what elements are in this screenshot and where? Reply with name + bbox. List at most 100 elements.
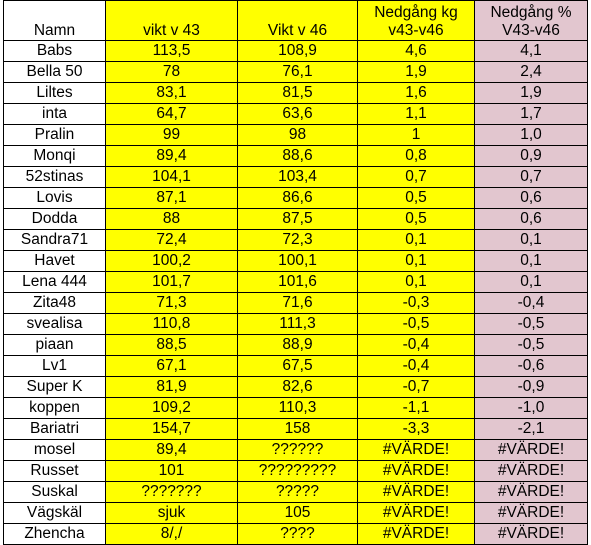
cell-nedgang-kg[interactable]: 0,1 bbox=[357, 250, 475, 272]
cell-nedgang-pct[interactable]: -2,1 bbox=[474, 418, 588, 440]
cell-vikt-v43[interactable]: 64,7 bbox=[105, 103, 238, 125]
cell-vikt-v46[interactable]: 98 bbox=[237, 124, 358, 146]
cell-namn[interactable]: Babs bbox=[3, 40, 106, 62]
cell-vikt-v46[interactable]: 103,4 bbox=[237, 166, 358, 188]
cell-vikt-v43[interactable]: 88,5 bbox=[105, 334, 238, 356]
cell-nedgang-kg[interactable]: 0,5 bbox=[357, 187, 475, 209]
cell-namn[interactable]: Pralin bbox=[3, 124, 106, 146]
cell-nedgang-kg[interactable]: -1,1 bbox=[357, 397, 475, 419]
header-vikt-v46[interactable]: Vikt v 46 bbox=[237, 0, 358, 41]
cell-nedgang-pct[interactable]: 4,1 bbox=[474, 40, 588, 62]
cell-vikt-v46[interactable]: 82,6 bbox=[237, 376, 358, 398]
cell-nedgang-pct[interactable]: 1,9 bbox=[474, 82, 588, 104]
cell-vikt-v43[interactable]: 109,2 bbox=[105, 397, 238, 419]
cell-namn[interactable]: Sandra71 bbox=[3, 229, 106, 251]
cell-vikt-v43[interactable]: 101,7 bbox=[105, 271, 238, 293]
cell-vikt-v43[interactable]: 78 bbox=[105, 61, 238, 83]
cell-namn[interactable]: Monqi bbox=[3, 145, 106, 167]
cell-nedgang-kg[interactable]: 1 bbox=[357, 124, 475, 146]
cell-nedgang-pct[interactable]: 1,0 bbox=[474, 124, 588, 146]
cell-vikt-v43[interactable]: 113,5 bbox=[105, 40, 238, 62]
cell-vikt-v46[interactable]: 86,6 bbox=[237, 187, 358, 209]
cell-namn[interactable]: Suskal bbox=[3, 481, 106, 503]
cell-nedgang-kg[interactable]: -3,3 bbox=[357, 418, 475, 440]
cell-nedgang-pct[interactable]: -0,9 bbox=[474, 376, 588, 398]
cell-nedgang-kg[interactable]: #VÄRDE! bbox=[357, 481, 475, 503]
cell-namn[interactable]: koppen bbox=[3, 397, 106, 419]
cell-nedgang-kg[interactable]: 0,8 bbox=[357, 145, 475, 167]
cell-vikt-v46[interactable]: ????? bbox=[237, 481, 358, 503]
cell-vikt-v46[interactable]: 81,5 bbox=[237, 82, 358, 104]
cell-nedgang-pct[interactable]: 0,6 bbox=[474, 187, 588, 209]
cell-nedgang-kg[interactable]: #VÄRDE! bbox=[357, 502, 475, 524]
cell-nedgang-pct[interactable]: #VÄRDE! bbox=[474, 523, 588, 545]
cell-vikt-v46[interactable]: 111,3 bbox=[237, 313, 358, 335]
cell-vikt-v43[interactable]: 87,1 bbox=[105, 187, 238, 209]
cell-vikt-v46[interactable]: 71,6 bbox=[237, 292, 358, 314]
cell-nedgang-kg[interactable]: 1,1 bbox=[357, 103, 475, 125]
cell-nedgang-kg[interactable]: -0,7 bbox=[357, 376, 475, 398]
cell-namn[interactable]: Havet bbox=[3, 250, 106, 272]
cell-vikt-v43[interactable]: 81,9 bbox=[105, 376, 238, 398]
cell-vikt-v43[interactable]: 104,1 bbox=[105, 166, 238, 188]
cell-namn[interactable]: Lovis bbox=[3, 187, 106, 209]
cell-nedgang-pct[interactable]: 0,7 bbox=[474, 166, 588, 188]
cell-vikt-v43[interactable]: 89,4 bbox=[105, 439, 238, 461]
cell-nedgang-kg[interactable]: #VÄRDE! bbox=[357, 439, 475, 461]
cell-namn[interactable]: Vägskäl bbox=[3, 502, 106, 524]
cell-nedgang-kg[interactable]: #VÄRDE! bbox=[357, 460, 475, 482]
cell-nedgang-pct[interactable]: 0,1 bbox=[474, 229, 588, 251]
cell-vikt-v46[interactable]: ?????? bbox=[237, 439, 358, 461]
cell-nedgang-kg[interactable]: -0,3 bbox=[357, 292, 475, 314]
cell-namn[interactable]: Lena 444 bbox=[3, 271, 106, 293]
cell-vikt-v46[interactable]: 88,6 bbox=[237, 145, 358, 167]
cell-vikt-v46[interactable]: 63,6 bbox=[237, 103, 358, 125]
header-nedgang-pct[interactable]: Nedgång % V43-v46 bbox=[474, 0, 588, 41]
cell-nedgang-pct[interactable]: 0,6 bbox=[474, 208, 588, 230]
cell-nedgang-kg[interactable]: #VÄRDE! bbox=[357, 523, 475, 545]
cell-namn[interactable]: Liltes bbox=[3, 82, 106, 104]
cell-nedgang-kg[interactable]: 0,1 bbox=[357, 271, 475, 293]
cell-vikt-v43[interactable]: ??????? bbox=[105, 481, 238, 503]
cell-vikt-v43[interactable]: 72,4 bbox=[105, 229, 238, 251]
cell-vikt-v43[interactable]: 99 bbox=[105, 124, 238, 146]
header-namn[interactable]: Namn bbox=[3, 0, 106, 41]
cell-vikt-v46[interactable]: 72,3 bbox=[237, 229, 358, 251]
cell-vikt-v46[interactable]: ????????? bbox=[237, 460, 358, 482]
cell-nedgang-kg[interactable]: 0,1 bbox=[357, 229, 475, 251]
cell-vikt-v46[interactable]: 108,9 bbox=[237, 40, 358, 62]
cell-nedgang-kg[interactable]: -0,4 bbox=[357, 334, 475, 356]
header-nedgang-kg[interactable]: Nedgång kg v43-v46 bbox=[357, 0, 475, 41]
cell-vikt-v46[interactable]: 158 bbox=[237, 418, 358, 440]
cell-nedgang-pct[interactable]: -0,5 bbox=[474, 313, 588, 335]
cell-nedgang-pct[interactable]: 0,1 bbox=[474, 271, 588, 293]
cell-namn[interactable]: 52stinas bbox=[3, 166, 106, 188]
cell-vikt-v46[interactable]: 101,6 bbox=[237, 271, 358, 293]
cell-nedgang-pct[interactable]: 0,1 bbox=[474, 250, 588, 272]
cell-nedgang-pct[interactable]: #VÄRDE! bbox=[474, 502, 588, 524]
cell-nedgang-kg[interactable]: -0,5 bbox=[357, 313, 475, 335]
cell-namn[interactable]: mosel bbox=[3, 439, 106, 461]
cell-nedgang-kg[interactable]: 4,6 bbox=[357, 40, 475, 62]
cell-vikt-v43[interactable]: 88 bbox=[105, 208, 238, 230]
cell-namn[interactable]: Bariatri bbox=[3, 418, 106, 440]
cell-vikt-v43[interactable]: 71,3 bbox=[105, 292, 238, 314]
cell-nedgang-pct[interactable]: 0,9 bbox=[474, 145, 588, 167]
cell-vikt-v43[interactable]: 110,8 bbox=[105, 313, 238, 335]
cell-vikt-v43[interactable]: 67,1 bbox=[105, 355, 238, 377]
cell-nedgang-pct[interactable]: -0,5 bbox=[474, 334, 588, 356]
cell-vikt-v46[interactable]: 105 bbox=[237, 502, 358, 524]
cell-vikt-v46[interactable]: 110,3 bbox=[237, 397, 358, 419]
cell-vikt-v46[interactable]: 67,5 bbox=[237, 355, 358, 377]
cell-vikt-v43[interactable]: 101 bbox=[105, 460, 238, 482]
cell-nedgang-pct[interactable]: 2,4 bbox=[474, 61, 588, 83]
cell-nedgang-kg[interactable]: 0,7 bbox=[357, 166, 475, 188]
cell-vikt-v46[interactable]: ???? bbox=[237, 523, 358, 545]
cell-nedgang-pct[interactable]: 1,7 bbox=[474, 103, 588, 125]
cell-nedgang-pct[interactable]: -0,6 bbox=[474, 355, 588, 377]
cell-nedgang-kg[interactable]: -0,4 bbox=[357, 355, 475, 377]
cell-vikt-v46[interactable]: 100,1 bbox=[237, 250, 358, 272]
cell-vikt-v43[interactable]: 8/,/ bbox=[105, 523, 238, 545]
cell-nedgang-pct[interactable]: -1,0 bbox=[474, 397, 588, 419]
cell-vikt-v43[interactable]: 154,7 bbox=[105, 418, 238, 440]
